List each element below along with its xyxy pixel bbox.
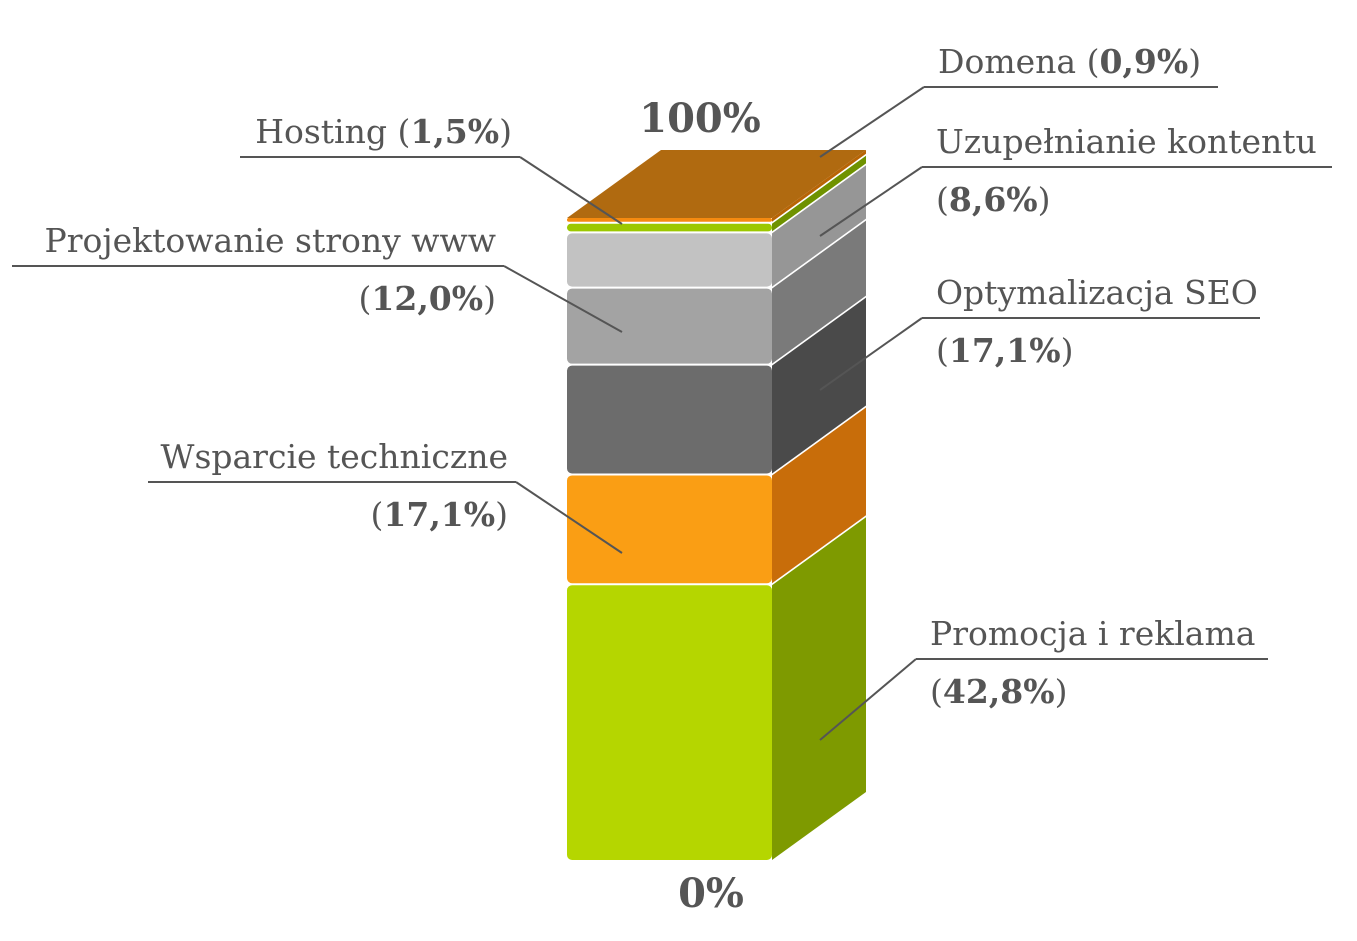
segment-value-uzupelnianie-kontentu: 8,6% — [949, 180, 1038, 219]
segment-value-hosting: 1,5% — [410, 112, 499, 151]
segment-label-hosting: Hosting (1,5%) — [255, 112, 512, 151]
segment-labels: Promocja i reklama (42,8%) Wsparcie techni… — [45, 42, 1317, 711]
bar-front-uzupelnianie-kontentu — [567, 233, 772, 287]
segment-wsparcie-techniczne — [567, 407, 866, 584]
segment-value-wsparcie-techniczne: 17,1% — [383, 495, 495, 534]
segment-name-optymalizacja-seo: Optymalizacja SEO — [936, 273, 1258, 312]
segment-value-label-projektowanie-strony-www: (12,0%) — [359, 279, 496, 318]
segment-label-projektowanie-strony-www: Projektowanie strony www — [45, 221, 496, 260]
segment-value-label-uzupelnianie-kontentu: (8,6%) — [936, 180, 1051, 219]
segment-label-promocja-i-reklama: Promocja i reklama — [930, 614, 1255, 653]
bar-side-promocja-i-reklama — [772, 517, 866, 860]
segment-name-hosting: Hosting — [255, 112, 387, 151]
leader-lines — [12, 86, 1332, 741]
bar-front-domena — [567, 218, 772, 222]
bar-front-hosting — [567, 223, 772, 232]
bar-front-optymalizacja-seo — [567, 365, 772, 474]
bar-side-domena — [772, 150, 866, 222]
leader-line-hosting — [519, 156, 623, 225]
leader-line-domena — [819, 86, 925, 158]
bar-front-projektowanie-strony-www — [567, 288, 772, 364]
segment-name-domena: Domena — [938, 42, 1076, 81]
segment-value-projektowanie-strony-www: 12,0% — [371, 279, 483, 318]
bar-side-hosting — [772, 155, 866, 232]
segment-hosting — [567, 155, 866, 232]
leader-line-uzupelnianie-kontentu — [819, 166, 923, 237]
segment-name-wsparcie-techniczne: Wsparcie techniczne — [161, 437, 508, 476]
segment-value-optymalizacja-seo: 17,1% — [949, 331, 1061, 370]
segment-value-label-optymalizacja-seo: (17,1%) — [936, 331, 1073, 370]
bottom-percentage-label: 0% — [678, 870, 744, 917]
segment-name-uzupelnianie-kontentu: Uzupełnianie kontentu — [936, 122, 1317, 161]
leader-line-projektowanie-strony-www — [503, 265, 623, 333]
leader-line-wsparcie-techniczne — [515, 481, 623, 554]
leader-line-optymalizacja-seo — [819, 317, 923, 391]
leader-line-promocja-i-reklama — [819, 658, 917, 741]
segment-projektowanie-strony-www — [567, 220, 866, 364]
segment-label-domena: Domena (0,9%) — [938, 42, 1201, 81]
bar-side-uzupelnianie-kontentu — [772, 165, 866, 287]
bar-top-face — [567, 150, 866, 218]
segment-value-promocja-i-reklama: 42,8% — [943, 672, 1055, 711]
segment-value-label-wsparcie-techniczne: (17,1%) — [371, 495, 508, 534]
bar-side-wsparcie-techniczne — [772, 407, 866, 584]
segment-value-label-promocja-i-reklama: (42,8%) — [930, 672, 1067, 711]
top-percentage-label: 100% — [639, 95, 761, 142]
segment-optymalizacja-seo — [567, 297, 866, 474]
segment-value-domena: 0,9% — [1099, 42, 1188, 81]
segment-label-wsparcie-techniczne: Wsparcie techniczne — [161, 437, 508, 476]
segment-label-uzupelnianie-kontentu: Uzupełnianie kontentu — [936, 122, 1317, 161]
segment-name-promocja-i-reklama: Promocja i reklama — [930, 614, 1255, 653]
bar-side-optymalizacja-seo — [772, 297, 866, 474]
bar-front-promocja-i-reklama — [567, 585, 772, 860]
segment-domena — [567, 150, 866, 222]
segment-name-projektowanie-strony-www: Projektowanie strony www — [45, 221, 496, 260]
bar-front-wsparcie-techniczne — [567, 475, 772, 584]
bar-stack — [567, 150, 866, 860]
bar-side-projektowanie-strony-www — [772, 220, 866, 364]
segment-uzupelnianie-kontentu — [567, 165, 866, 287]
segment-label-optymalizacja-seo: Optymalizacja SEO — [936, 273, 1258, 312]
segment-promocja-i-reklama — [567, 517, 866, 860]
